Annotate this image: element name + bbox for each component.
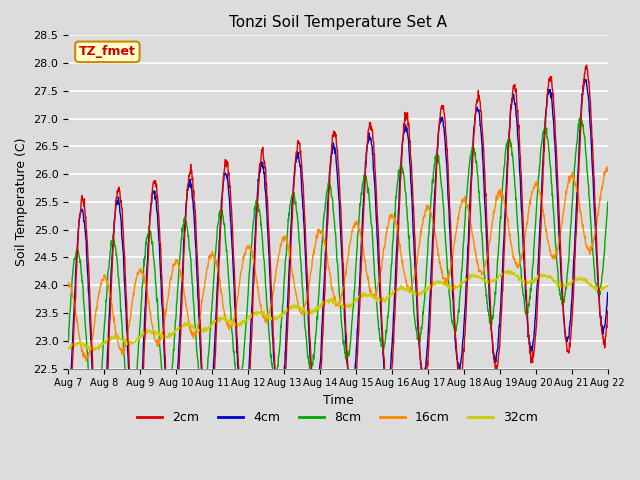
Y-axis label: Soil Temperature (C): Soil Temperature (C) <box>15 138 28 266</box>
Text: TZ_fmet: TZ_fmet <box>79 45 136 59</box>
Legend: 2cm, 4cm, 8cm, 16cm, 32cm: 2cm, 4cm, 8cm, 16cm, 32cm <box>132 406 543 429</box>
X-axis label: Time: Time <box>323 394 353 407</box>
Title: Tonzi Soil Temperature Set A: Tonzi Soil Temperature Set A <box>229 15 447 30</box>
